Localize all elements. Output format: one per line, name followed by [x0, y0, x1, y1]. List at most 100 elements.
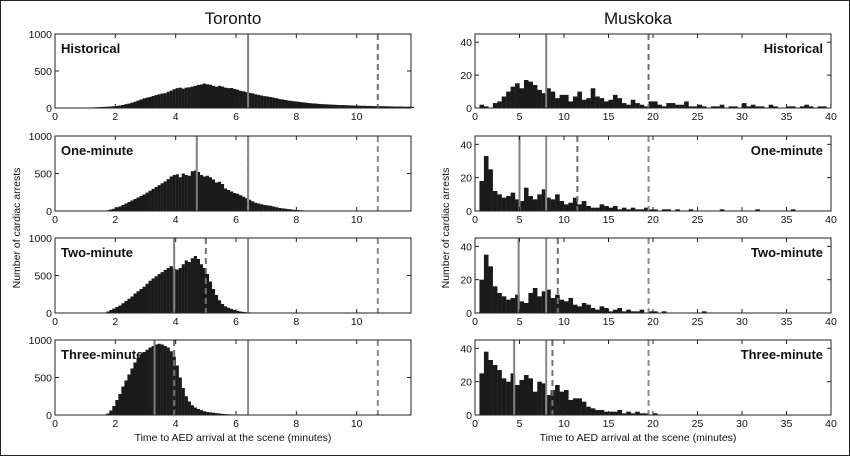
muskoka-three-minute-bar [591, 408, 596, 415]
muskoka-one-minute-bar [537, 194, 542, 211]
toronto-historical-bar [124, 104, 127, 108]
muskoka-two-minute-bar [524, 303, 529, 313]
muskoka-two-minute-bar [573, 305, 578, 313]
muskoka-historical-bar [524, 80, 529, 108]
muskoka-three-minute-bar [555, 385, 560, 415]
toronto-three-minute-bar [164, 346, 167, 415]
muskoka-one-minute-bar [564, 204, 569, 211]
toronto-historical-bar [224, 88, 227, 108]
muskoka-historical-x-tick-label: 5 [517, 111, 523, 123]
toronto-two-minute-bar [127, 299, 130, 313]
toronto-historical-bar [139, 99, 142, 108]
toronto-historical-bar [136, 101, 139, 108]
toronto-historical-bar [254, 94, 257, 108]
muskoka-historical-bar [609, 100, 614, 108]
toronto-historical-bar [188, 87, 191, 108]
muskoka-historical-x-tick-label: 35 [781, 111, 793, 123]
muskoka-one-minute-bar [488, 169, 493, 211]
muskoka-historical-bar [591, 88, 596, 108]
toronto-historical-bar [212, 86, 215, 108]
muskoka-historical-bar [582, 100, 587, 108]
muskoka-historical-bar [564, 95, 569, 108]
muskoka-historical-bar [742, 103, 747, 108]
muskoka-two-minute-bar [591, 308, 596, 313]
toronto-historical-x-tick-label: 0 [52, 111, 58, 123]
toronto-one-minute-x-tick-label: 8 [293, 214, 299, 226]
toronto-historical-bar [314, 104, 317, 108]
muskoka-two-minute-bar [493, 286, 498, 313]
muskoka-two-minute-bar [533, 288, 538, 313]
toronto-historical-bar [182, 89, 185, 108]
toronto-historical-bar [200, 84, 203, 108]
toronto-one-minute-bar [203, 177, 206, 212]
toronto-one-minute-x-tick-label: 4 [173, 214, 179, 226]
toronto-two-minute-bar [197, 259, 200, 313]
toronto-historical-bar [185, 88, 188, 108]
toronto-one-minute-scenario-label: One-minute [61, 143, 133, 158]
toronto-three-minute-bar [167, 348, 170, 416]
muskoka-historical-bar [600, 98, 605, 108]
toronto-two-minute-y-tick-label: 0 [46, 308, 52, 320]
toronto-two-minute-bar [200, 264, 203, 313]
toronto-historical-bar [167, 92, 170, 108]
muskoka-historical-bar [595, 96, 600, 108]
toronto-three-minute-bar [124, 381, 127, 416]
toronto-two-minute-bar [130, 297, 133, 314]
muskoka-two-minute-bar [604, 308, 609, 313]
muskoka-one-minute-x-tick-label: 40 [825, 214, 837, 226]
toronto-one-minute-bar [257, 204, 260, 212]
toronto-one-minute-bar [254, 203, 257, 211]
toronto-one-minute-x-tick-label: 6 [233, 214, 239, 226]
toronto-two-minute-bar [212, 289, 215, 313]
toronto-two-minute-x-tick-label: 4 [173, 316, 179, 328]
toronto-one-minute-bar [182, 174, 185, 212]
toronto-one-minute-bar [136, 198, 139, 212]
muskoka-one-minute-x-tick-label: 20 [647, 214, 659, 226]
muskoka-one-minute-bar [511, 193, 516, 211]
muskoka-historical-bar [515, 83, 520, 108]
muskoka-one-minute-bar [555, 194, 560, 211]
muskoka-three-minute-x-tick-label: 15 [603, 418, 615, 430]
toronto-one-minute-bar [242, 197, 245, 211]
toronto-two-minute-bar [158, 274, 161, 313]
muskoka-three-minute-bar [617, 410, 622, 415]
toronto-two-minute-bar [155, 276, 158, 313]
toronto-one-minute-bar [272, 207, 275, 212]
muskoka-three-minute-bar [533, 392, 538, 415]
toronto-three-minute-bar [182, 388, 185, 415]
muskoka-historical-x-tick-label: 15 [603, 111, 615, 123]
muskoka-historical-bar [671, 103, 676, 108]
toronto-two-minute-x-tick-label: 6 [233, 316, 239, 328]
muskoka-two-minute-bar [560, 300, 565, 313]
toronto-two-minute-bar [170, 266, 173, 313]
toronto-historical-bar [320, 104, 323, 108]
toronto-one-minute-bar [206, 176, 209, 211]
toronto-two-minute-x-tick-label: 10 [351, 316, 363, 328]
muskoka-one-minute-bar [497, 194, 502, 211]
toronto-historical-bar [127, 104, 130, 108]
toronto-historical-bar [257, 95, 260, 108]
muskoka-y-axis-label: Number of cardiac arrests [440, 168, 452, 289]
muskoka-two-minute-bar [564, 301, 569, 313]
muskoka-historical-bar [613, 95, 618, 108]
toronto-one-minute-bar [212, 180, 215, 212]
toronto-two-minute-y-tick-label: 1000 [29, 233, 53, 245]
toronto-historical-y-tick-label: 500 [34, 66, 52, 78]
muskoka-three-minute-y-tick-label: 40 [460, 343, 472, 355]
toronto-one-minute-bar [185, 175, 188, 211]
toronto-two-minute-bar [221, 304, 224, 313]
muskoka-three-minute-bar [506, 382, 511, 415]
toronto-three-minute-bar [188, 402, 191, 416]
toronto-three-minute-x-tick-label: 8 [293, 418, 299, 430]
toronto-three-minute-bar [109, 411, 112, 416]
toronto-historical-bar [197, 85, 200, 108]
toronto-historical-bar [191, 87, 194, 108]
toronto-one-minute-bar [152, 189, 155, 211]
muskoka-historical-bar [635, 103, 640, 108]
toronto-historical-bar [269, 97, 272, 108]
toronto-historical-bar [155, 95, 158, 108]
toronto-one-minute-bar [139, 196, 142, 211]
muskoka-two-minute-y-tick-label: 0 [466, 308, 472, 320]
muskoka-one-minute-bar [502, 198, 507, 211]
toronto-two-minute-x-tick-label: 2 [112, 316, 118, 328]
